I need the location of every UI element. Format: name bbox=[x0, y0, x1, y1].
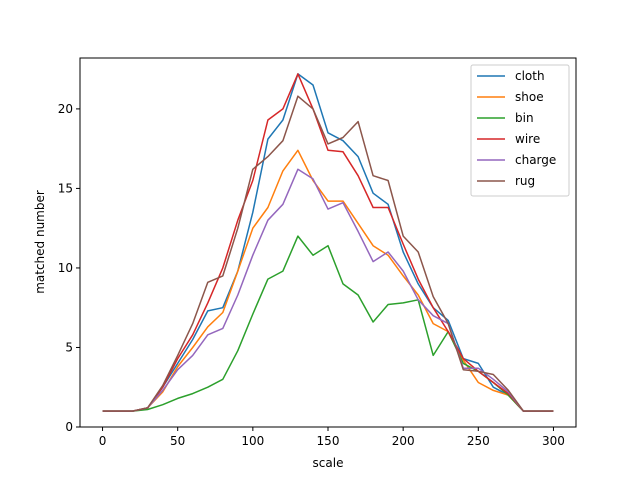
y-tick-label: 20 bbox=[58, 102, 73, 116]
x-tick-label: 200 bbox=[392, 434, 415, 448]
x-tick-label: 0 bbox=[99, 434, 107, 448]
series-line-charge bbox=[102, 168, 554, 412]
legend-label-rug: rug bbox=[515, 174, 535, 188]
x-tick-label: 100 bbox=[241, 434, 264, 448]
series-layer bbox=[102, 73, 554, 412]
series-line-shoe bbox=[102, 149, 554, 412]
series-line-bin bbox=[102, 235, 554, 412]
x-axis-label: scale bbox=[313, 456, 344, 470]
x-tick-label: 250 bbox=[467, 434, 490, 448]
legend-label-shoe: shoe bbox=[515, 90, 544, 104]
series-line-cloth bbox=[102, 73, 554, 412]
y-tick-label: 0 bbox=[65, 420, 73, 434]
x-tick-label: 150 bbox=[317, 434, 340, 448]
y-tick-label: 10 bbox=[58, 261, 73, 275]
y-tick-label: 5 bbox=[65, 340, 73, 354]
y-axis-label: matched number bbox=[33, 190, 47, 294]
x-tick-label: 50 bbox=[170, 434, 185, 448]
legend-label-charge: charge bbox=[515, 153, 556, 167]
legend-label-wire: wire bbox=[515, 132, 540, 146]
series-line-rug bbox=[102, 95, 554, 412]
y-tick-label: 15 bbox=[58, 181, 73, 195]
legend: cloth shoe bin wire charge rug bbox=[470, 64, 570, 197]
legend-label-bin: bin bbox=[515, 111, 534, 125]
ticks-layer: 0 50 100 150 200 250 300 0 5 10 15 20 bbox=[58, 102, 565, 448]
x-tick-label: 300 bbox=[542, 434, 565, 448]
legend-label-cloth: cloth bbox=[515, 69, 545, 83]
